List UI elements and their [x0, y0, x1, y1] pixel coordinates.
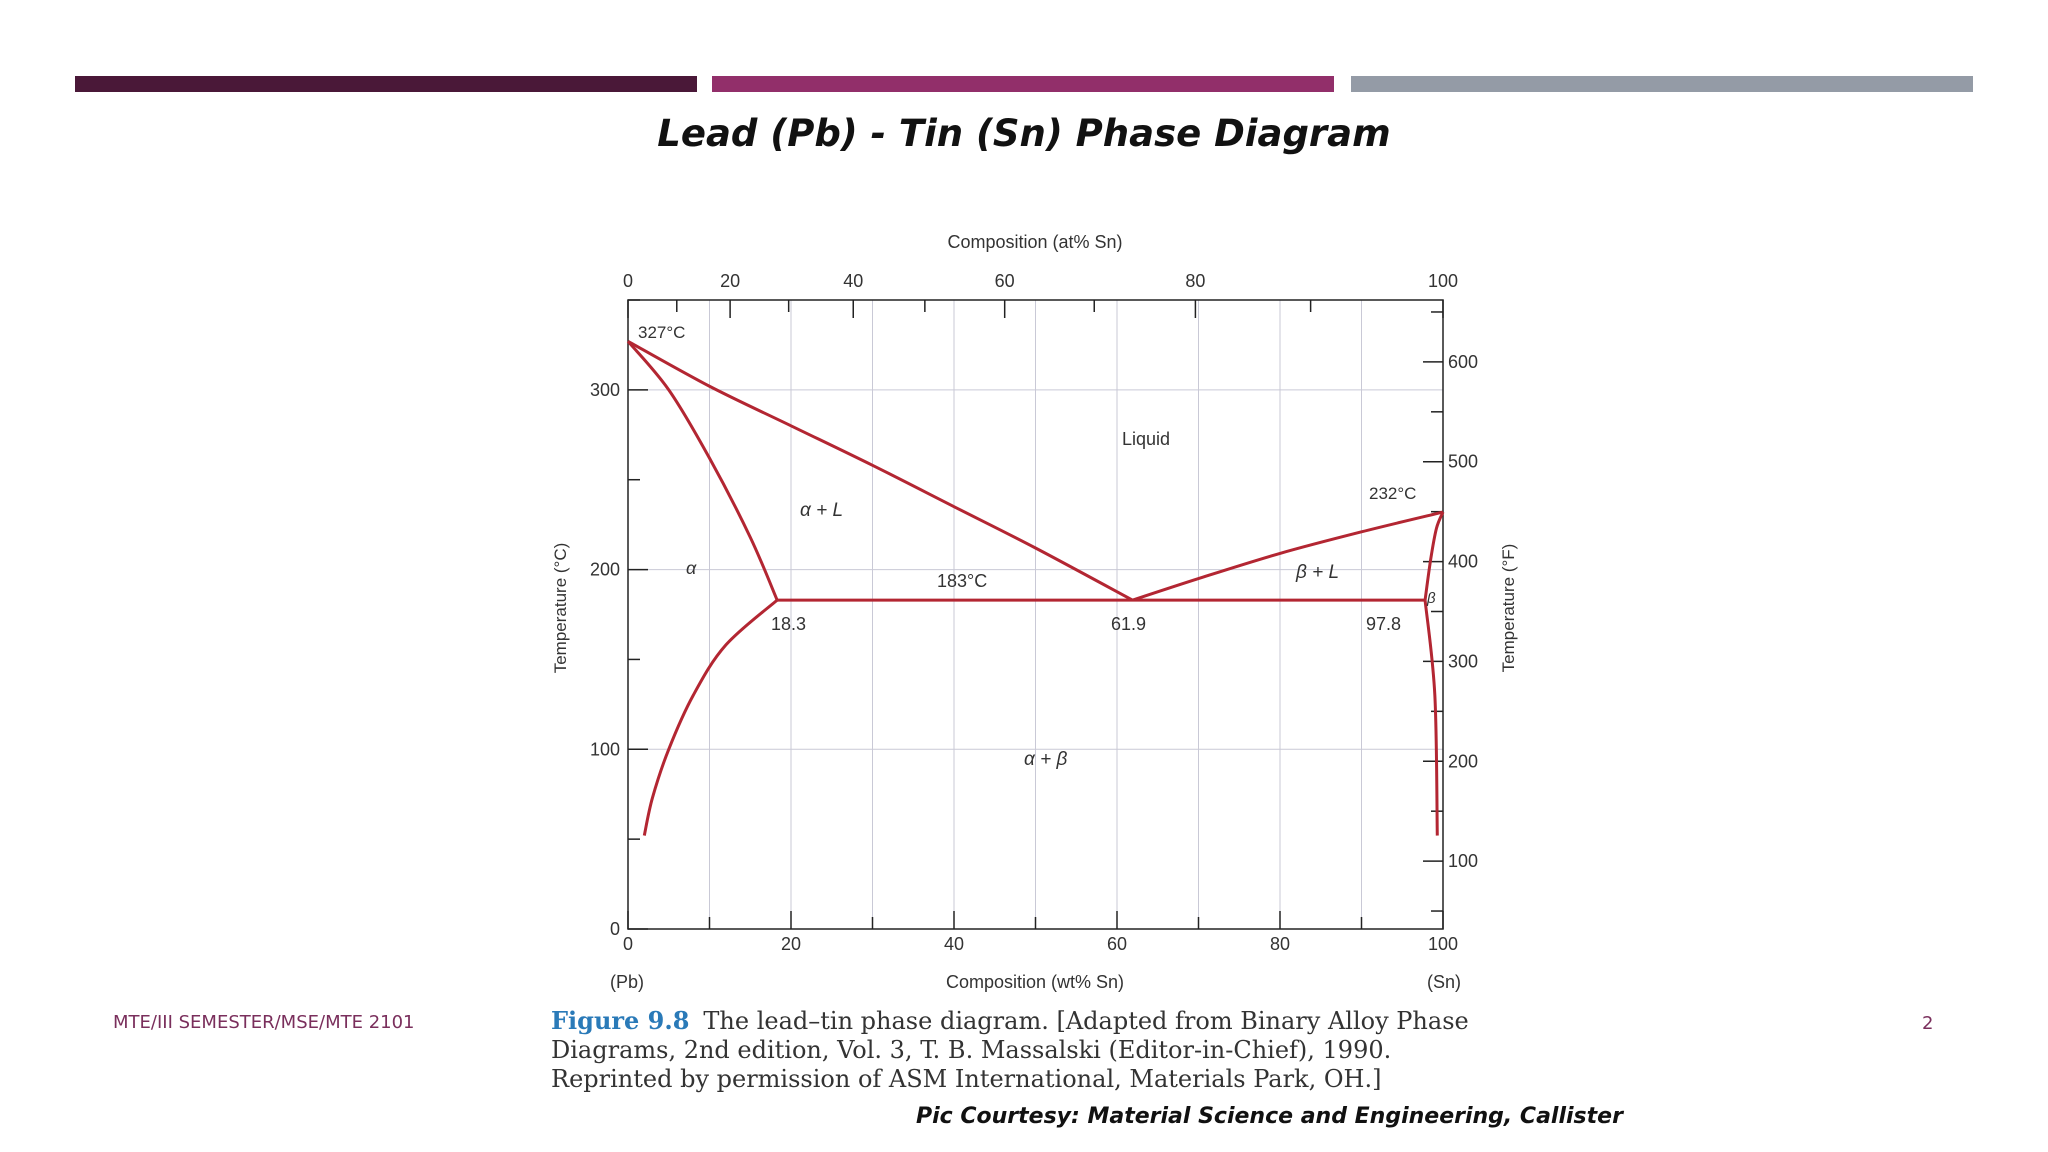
right-axis-title: Temperature (°F) — [1499, 544, 1518, 673]
liquid-region-label: Liquid — [1122, 429, 1170, 449]
beta-limit-label: 97.8 — [1366, 614, 1401, 634]
phase-curves — [626, 340, 1445, 836]
top-tick-label: 0 — [623, 271, 633, 291]
curve-liquidus-pb-side — [627, 340, 1134, 602]
axis-ticks — [627, 299, 1444, 930]
alpha-l-region-label: α + L — [800, 500, 843, 521]
alpha-region-label: α — [686, 558, 697, 578]
right-tick-label: 100 — [1448, 851, 1478, 871]
figure-caption: Figure 9.8 The lead–tin phase diagram. [A… — [551, 1006, 1511, 1094]
figure-label: Figure 9.8 — [551, 1006, 690, 1035]
curve-solvus — [1423, 599, 1439, 836]
bottom-tick-label: 20 — [781, 934, 801, 954]
bottom-tick-label: 100 — [1428, 934, 1458, 954]
right-tick-label: 200 — [1448, 751, 1478, 771]
top-axis-title: Composition (at% Sn) — [947, 232, 1122, 252]
alpha-limit-label: 18.3 — [771, 614, 806, 634]
curve-solvus — [642, 598, 779, 836]
left-tick-label: 300 — [590, 380, 620, 400]
pb-melting-point-label: 327°C — [638, 323, 685, 342]
curve-solidus — [1423, 511, 1445, 601]
grid-lines — [628, 300, 1443, 929]
right-tick-label: 600 — [1448, 352, 1478, 372]
right-tick-label: 400 — [1448, 552, 1478, 572]
top-tick-label: 80 — [1185, 271, 1205, 291]
axis-labels: 0 20 40 60 80 100 0 20 40 60 80 100 0 100 200 300 100 200… — [590, 271, 1478, 954]
slide-title: Lead (Pb) - Tin (Sn) Phase Diagram — [657, 112, 1391, 155]
top-accent-bar-2 — [712, 76, 1334, 92]
top-tick-label: 20 — [720, 271, 740, 291]
curve-liquidus-sn-side — [1132, 510, 1444, 602]
bottom-axis-title: Composition (wt% Sn) — [946, 972, 1124, 992]
eutectic-comp-label: 61.9 — [1111, 614, 1146, 634]
beta-l-region-label: β + L — [1295, 562, 1339, 583]
left-tick-label: 100 — [590, 739, 620, 759]
footer-course: MTE/III SEMESTER/MSE/MTE 2101 — [113, 1012, 415, 1033]
figure-caption-text: The lead–tin phase diagram. [Adapted fro… — [551, 1007, 1469, 1093]
top-tick-label: 40 — [843, 271, 863, 291]
top-tick-label: 60 — [995, 271, 1015, 291]
bottom-tick-label: 80 — [1270, 934, 1290, 954]
left-axis-title: Temperature (°C) — [551, 543, 570, 674]
pb-end-label: (Pb) — [610, 972, 644, 992]
picture-courtesy: Pic Courtesy: Material Science and Engin… — [916, 1104, 1623, 1129]
bottom-tick-label: 60 — [1107, 934, 1127, 954]
beta-region-label: β — [1426, 590, 1436, 607]
left-tick-label: 200 — [590, 560, 620, 580]
bottom-tick-label: 40 — [944, 934, 964, 954]
alpha-beta-region-label: α + β — [1024, 749, 1067, 770]
curve-solidus — [626, 340, 779, 601]
right-tick-label: 300 — [1448, 651, 1478, 671]
top-accent-bar-1 — [75, 76, 697, 92]
top-accent-bar-3 — [1351, 76, 1973, 92]
page-number: 2 — [1922, 1013, 1934, 1034]
left-tick-label: 0 — [610, 919, 620, 939]
sn-end-label: (Sn) — [1427, 972, 1461, 992]
top-tick-label: 100 — [1428, 271, 1458, 291]
sn-melting-point-label: 232°C — [1369, 484, 1416, 503]
eutectic-temp-label: 183°C — [937, 571, 987, 591]
bottom-tick-label: 0 — [623, 934, 633, 954]
right-tick-label: 500 — [1448, 452, 1478, 472]
